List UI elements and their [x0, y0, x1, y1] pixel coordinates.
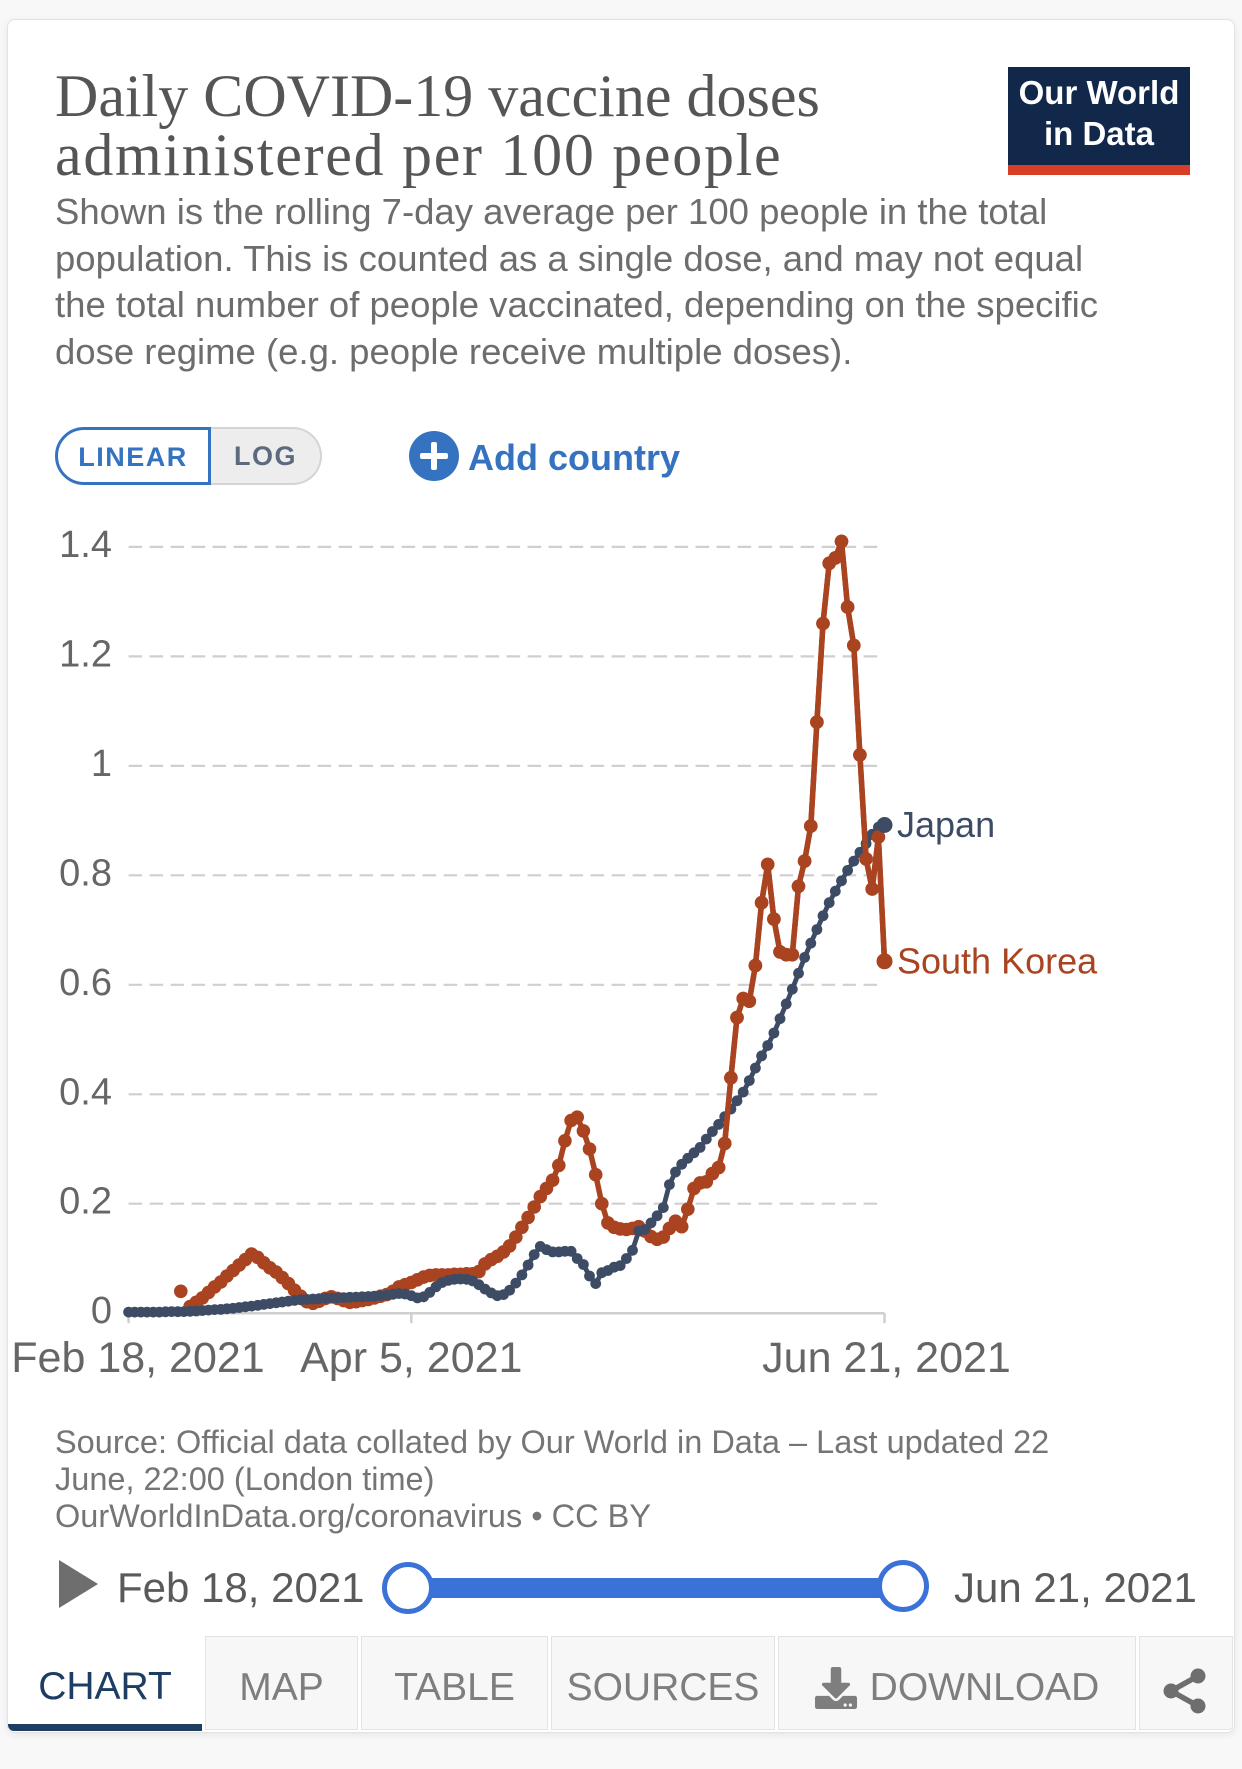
svg-text:South Korea: South Korea — [897, 940, 1098, 981]
svg-text:0.6: 0.6 — [59, 962, 112, 1004]
svg-text:1.2: 1.2 — [59, 633, 112, 675]
svg-text:0.4: 0.4 — [59, 1071, 112, 1113]
svg-text:Jun 21, 2021: Jun 21, 2021 — [762, 1334, 1011, 1382]
svg-text:0.2: 0.2 — [59, 1181, 112, 1223]
svg-text:1.4: 1.4 — [59, 524, 112, 566]
svg-text:Japan: Japan — [897, 804, 995, 845]
svg-text:0.8: 0.8 — [59, 852, 112, 894]
svg-text:Apr 5, 2021: Apr 5, 2021 — [300, 1334, 522, 1382]
svg-text:0: 0 — [91, 1290, 112, 1332]
svg-text:Feb 18, 2021: Feb 18, 2021 — [11, 1334, 264, 1382]
svg-text:1: 1 — [91, 743, 112, 785]
